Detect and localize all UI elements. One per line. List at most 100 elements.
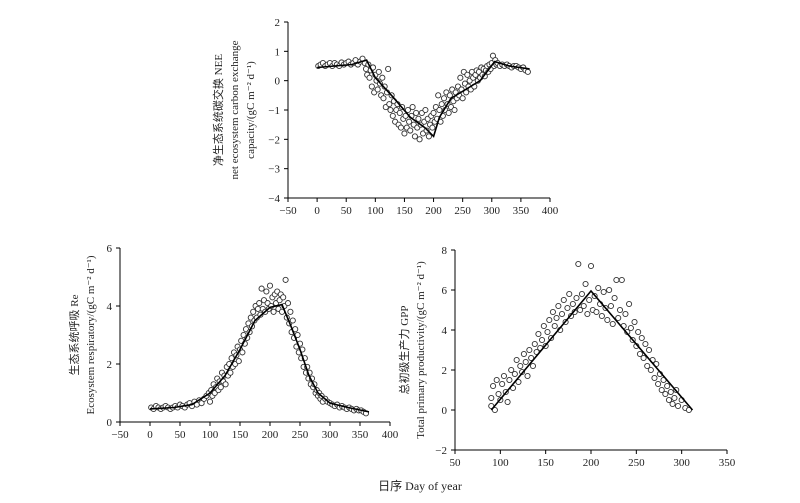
re-x-tick-label: 300 bbox=[322, 429, 339, 441]
nee-data-point bbox=[385, 65, 392, 72]
nee-data-point bbox=[459, 95, 466, 102]
nee-y-tick-label: −2 bbox=[268, 134, 280, 146]
gpp-data-point bbox=[578, 290, 585, 298]
gpp-data-point bbox=[524, 372, 531, 380]
nee-data-point bbox=[397, 124, 405, 131]
gpp-data-point bbox=[658, 386, 665, 394]
gpp-data-point bbox=[558, 310, 566, 318]
nee-data-point bbox=[404, 106, 411, 114]
nee-x-tick-label: 250 bbox=[454, 205, 471, 217]
gpp-data-point bbox=[595, 284, 602, 292]
nee-y-tick-label: −1 bbox=[268, 105, 280, 117]
nee-data-point bbox=[380, 95, 387, 102]
nee-y-tick-label: 0 bbox=[275, 76, 281, 88]
nee-data-point bbox=[435, 92, 442, 99]
nee-data-point bbox=[524, 68, 531, 75]
gpp-y-tick-label: 6 bbox=[442, 285, 448, 297]
nee-data-point bbox=[366, 74, 373, 81]
gpp-data-point bbox=[515, 378, 522, 386]
gpp-data-point bbox=[635, 328, 642, 336]
gpp-data-point bbox=[636, 350, 644, 358]
re-data-point bbox=[284, 300, 292, 307]
nee-x-tick-label: 0 bbox=[314, 205, 320, 217]
re-y-tick-label: 0 bbox=[107, 417, 113, 429]
nee-chart-panel: −50 0 50 100 150 200 250 300 350 400 −4 −3 −2 −1 0 1 2 净生… bbox=[211, 17, 559, 217]
gpp-data-point bbox=[609, 320, 616, 328]
nee-x-tick-label: 200 bbox=[425, 205, 442, 217]
nee-data-point bbox=[387, 106, 394, 114]
nee-data-point bbox=[368, 83, 375, 90]
nee-data-point bbox=[425, 133, 432, 140]
gpp-data-point bbox=[573, 294, 580, 302]
gpp-data-point bbox=[555, 302, 562, 310]
gpp-data-point bbox=[642, 340, 649, 348]
gpp-data-point bbox=[535, 330, 542, 338]
gpp-y-tick-label: −2 bbox=[435, 445, 447, 457]
nee-x-tick-label: −50 bbox=[279, 205, 297, 217]
nee-data-point bbox=[457, 74, 464, 81]
nee-fit-line bbox=[317, 59, 530, 138]
nee-data-point bbox=[423, 127, 430, 134]
gpp-data-point bbox=[631, 318, 638, 326]
gpp-data-point bbox=[522, 358, 529, 366]
gpp-data-point bbox=[618, 276, 625, 284]
nee-data-point bbox=[464, 71, 471, 78]
nee-data-point bbox=[406, 118, 413, 125]
nee-data-point bbox=[409, 104, 416, 111]
gpp-data-point bbox=[645, 346, 653, 354]
nee-y-axis-label: capacity/(gC m⁻² d⁻¹) bbox=[245, 61, 257, 159]
nee-data-point bbox=[445, 109, 452, 116]
gpp-data-point bbox=[506, 376, 513, 384]
gpp-data-point bbox=[577, 306, 584, 314]
nee-data-point bbox=[407, 127, 414, 134]
gpp-data-point bbox=[607, 302, 614, 310]
nee-y-tick-label: 2 bbox=[275, 17, 281, 29]
gpp-data-point bbox=[488, 394, 495, 402]
re-x-tick-label: 200 bbox=[262, 429, 279, 441]
re-x-tick-label: 0 bbox=[147, 429, 153, 441]
re-x-tick-label: 50 bbox=[175, 429, 187, 441]
nee-data-point bbox=[422, 106, 429, 114]
nee-data-point bbox=[401, 130, 408, 137]
nee-data-point bbox=[386, 101, 393, 108]
gpp-data-point bbox=[582, 280, 589, 288]
gpp-y-tick-label: 0 bbox=[442, 405, 448, 417]
nee-data-point bbox=[416, 136, 423, 143]
gpp-data-point bbox=[622, 310, 629, 318]
re-data-point bbox=[256, 300, 263, 307]
re-data-point bbox=[239, 349, 246, 356]
gpp-chart-panel: 50 100 150 200 250 300 350 −2 0 2 4 6 8 总初级生产力 GPP Tot… bbox=[397, 245, 736, 469]
gpp-x-tick-label: 250 bbox=[628, 457, 645, 469]
gpp-data-point bbox=[644, 362, 651, 370]
gpp-data-point bbox=[511, 370, 518, 378]
gpp-data-point bbox=[669, 400, 676, 408]
gpp-y-tick-label: 4 bbox=[442, 325, 448, 337]
re-data-point bbox=[222, 381, 229, 388]
gpp-data-point bbox=[513, 356, 520, 364]
gpp-data-point bbox=[553, 314, 560, 322]
gpp-data-point bbox=[560, 296, 567, 304]
gpp-data-point bbox=[580, 302, 587, 310]
nee-y-axis-label: net ecosystem carbon exchange bbox=[229, 40, 241, 179]
gpp-data-point bbox=[544, 328, 551, 336]
re-data-point bbox=[270, 308, 277, 315]
gpp-data-point bbox=[626, 300, 633, 308]
re-y-tick-label: 6 bbox=[107, 243, 113, 255]
re-y-tick-label: 4 bbox=[107, 301, 113, 313]
gpp-y-axis-label: Total primary productivity/(gC m⁻² d⁻¹) bbox=[415, 261, 427, 439]
nee-data-point bbox=[429, 124, 436, 131]
gpp-data-point bbox=[616, 306, 624, 314]
gpp-data-point bbox=[587, 262, 595, 270]
gpp-data-point bbox=[500, 372, 508, 380]
gpp-data-point bbox=[647, 366, 654, 374]
re-data-point bbox=[227, 369, 234, 376]
re-x-tick-label: 350 bbox=[352, 429, 369, 441]
nee-x-tick-label: 100 bbox=[367, 205, 384, 217]
nee-x-tick-label: 400 bbox=[542, 205, 559, 217]
gpp-fit-line bbox=[490, 289, 694, 411]
gpp-data-point bbox=[566, 290, 573, 298]
gpp-x-tick-label: 50 bbox=[450, 457, 462, 469]
gpp-x-tick-label: 200 bbox=[583, 457, 600, 469]
gpp-data-point bbox=[613, 276, 620, 284]
